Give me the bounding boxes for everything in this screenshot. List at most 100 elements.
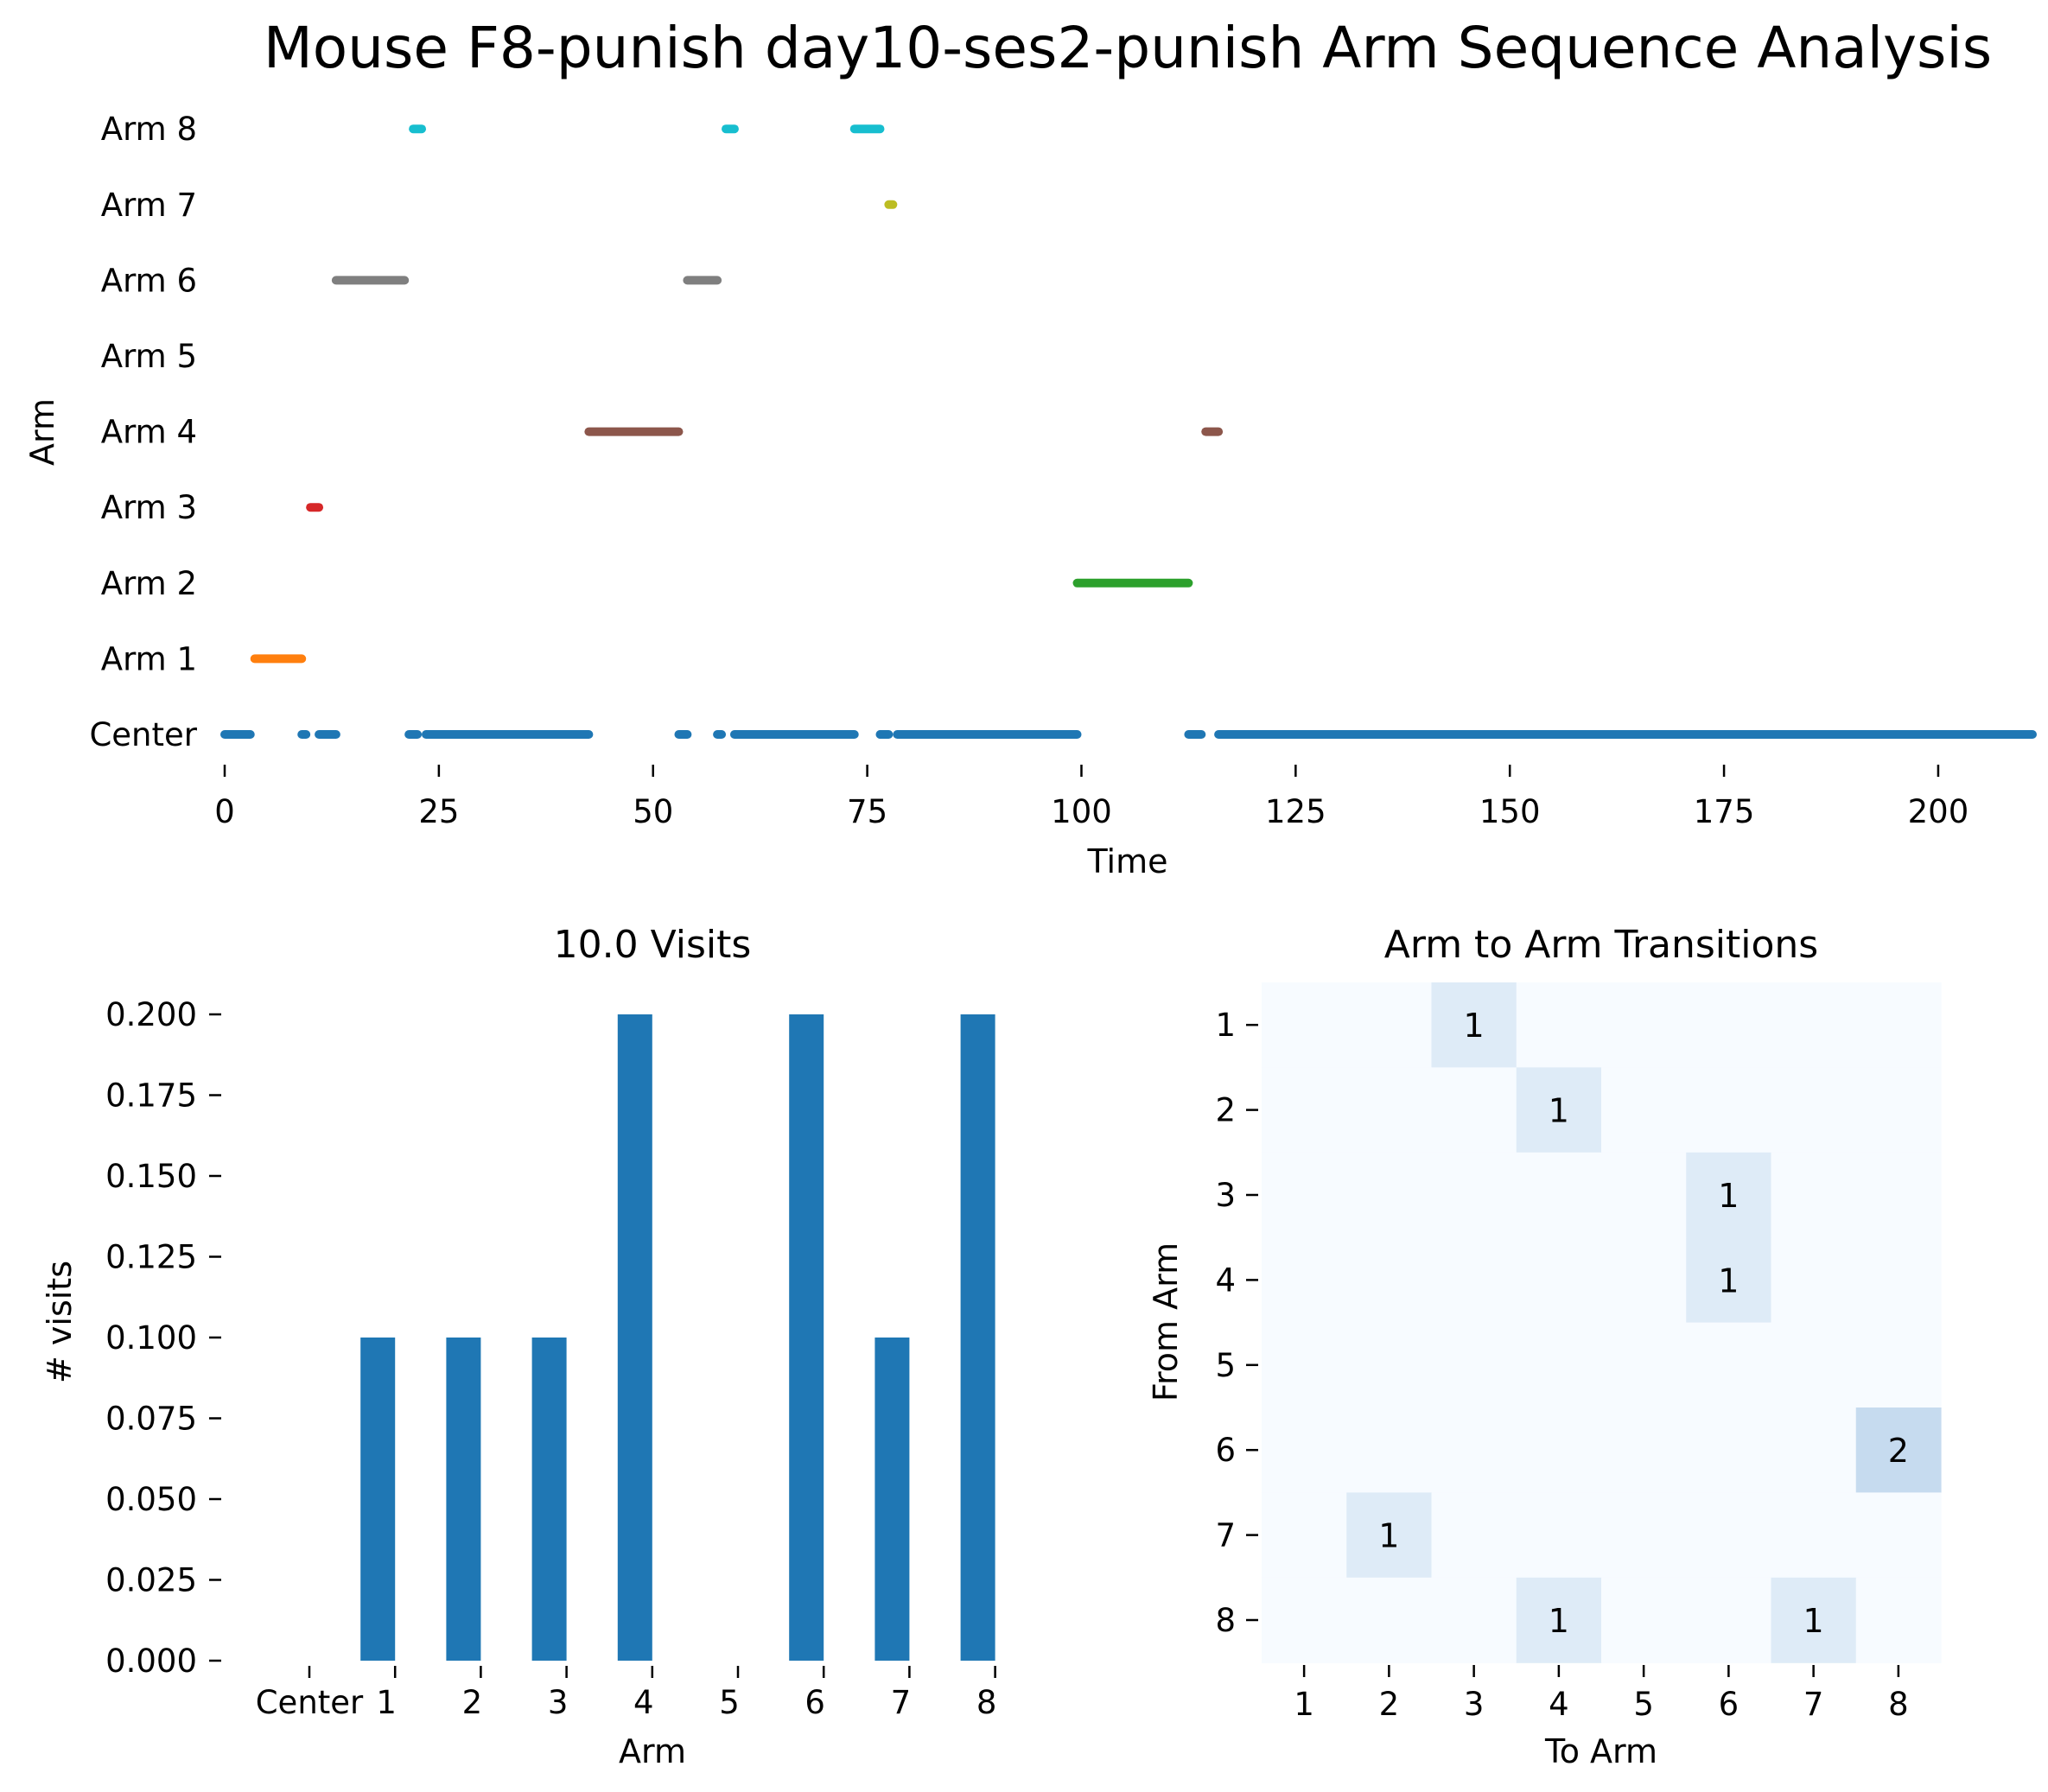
heatmap-cell xyxy=(1601,1067,1687,1153)
bar xyxy=(789,1014,824,1661)
bar-xtick-label: Center xyxy=(256,1684,364,1721)
bar xyxy=(960,1014,995,1661)
heatmap-cell xyxy=(1346,1237,1433,1324)
heatmap-ytick-label: 8 xyxy=(1215,1602,1236,1639)
heatmap-cell xyxy=(1686,1152,1772,1238)
bar xyxy=(875,1338,910,1661)
heatmap-cell xyxy=(1346,1152,1433,1238)
heatmap-cell xyxy=(1262,1237,1347,1324)
timeline-ytick-label: Arm 3 xyxy=(101,489,197,526)
heatmap-xtick-label: 3 xyxy=(1464,1686,1485,1723)
heatmap-xtick-label: 2 xyxy=(1379,1686,1400,1723)
heatmap-xtick-label: 5 xyxy=(1633,1686,1654,1723)
heatmap-cell xyxy=(1516,1237,1602,1324)
heatmap-ytick-label: 5 xyxy=(1215,1347,1236,1384)
bar-chart: 10.0 Visits 0.000 0.025 0.050 0.075 0.100 0.1… xyxy=(41,923,996,1770)
heatmap-cell xyxy=(1855,1492,1942,1579)
timeline-xtick-label: 50 xyxy=(633,793,673,830)
heatmap-cell-value: 1 xyxy=(1378,1517,1399,1555)
figure-title: Mouse F8-punish day10-ses2-punish Arm Se… xyxy=(264,15,1992,81)
heatmap-cell xyxy=(1686,982,1772,1068)
heatmap-cell xyxy=(1771,1408,1857,1493)
timeline-ytick-label: Arm 7 xyxy=(101,187,197,224)
bar xyxy=(360,1338,396,1661)
heatmap-cell xyxy=(1431,1237,1517,1324)
heatmap-cell xyxy=(1855,1577,1942,1663)
timeline-xtick-label: 175 xyxy=(1694,793,1755,830)
heatmap-cell xyxy=(1686,1322,1772,1408)
heatmap-cell xyxy=(1431,1152,1517,1238)
bar-xtick-label: 5 xyxy=(719,1684,740,1721)
heatmap-cell xyxy=(1686,1237,1772,1324)
heatmap-cell xyxy=(1516,982,1602,1068)
heatmap-cell xyxy=(1601,1408,1687,1493)
heatmap-cell xyxy=(1771,1492,1857,1579)
bar-ytick-label: 0.075 xyxy=(105,1401,197,1438)
heatmap-cell xyxy=(1855,982,1942,1068)
heatmap-xtick-label: 1 xyxy=(1294,1686,1314,1723)
heatmap-cell xyxy=(1855,1152,1942,1238)
bar-ytick-label: 0.125 xyxy=(105,1239,197,1276)
heatmap-ytick-label: 6 xyxy=(1215,1432,1236,1469)
heatmap-cell xyxy=(1771,1067,1857,1153)
heatmap-cell xyxy=(1771,1237,1857,1324)
heatmap-cell xyxy=(1601,1152,1687,1238)
heatmap-cell xyxy=(1771,1577,1857,1663)
heatmap-cell xyxy=(1855,1322,1942,1408)
heatmap-ytick-label: 3 xyxy=(1215,1177,1236,1214)
heatmap-cell xyxy=(1262,1067,1347,1153)
heatmap-cell xyxy=(1431,1577,1517,1663)
heatmap-xtick-label: 8 xyxy=(1888,1686,1909,1723)
bar-ytick-label: 0.200 xyxy=(105,996,197,1033)
heatmap-cell xyxy=(1516,1408,1602,1493)
heatmap-ytick-label: 4 xyxy=(1215,1261,1236,1299)
timeline-ytick-label: Center xyxy=(89,716,197,753)
heatmap-ytick-label: 7 xyxy=(1215,1517,1236,1554)
heatmap-ytick-label: 1 xyxy=(1215,1007,1236,1044)
heatmap-ylabel: From Arm xyxy=(1147,1242,1185,1401)
bar xyxy=(617,1014,652,1661)
heatmap-cell xyxy=(1346,1408,1433,1493)
heatmap-cell-value: 2 xyxy=(1888,1432,1909,1470)
bar-ylabel: # visits xyxy=(41,1261,79,1383)
timeline-xtick-label: 150 xyxy=(1479,793,1541,830)
timeline-ytick-label: Arm 6 xyxy=(101,262,197,299)
bar-xtick-label: 8 xyxy=(976,1684,997,1721)
bar-title: 10.0 Visits xyxy=(554,923,752,967)
bar-xtick-label: 2 xyxy=(462,1684,483,1721)
heatmap-cell xyxy=(1855,1067,1942,1153)
heatmap-cell xyxy=(1431,1322,1517,1408)
bar-ytick-label: 0.150 xyxy=(105,1158,197,1195)
heatmap-cell xyxy=(1601,1492,1687,1579)
heatmap-cell xyxy=(1431,1408,1517,1493)
heatmap-cell xyxy=(1431,982,1517,1068)
heatmap-cell-value: 1 xyxy=(1549,1092,1569,1130)
heatmap-cell xyxy=(1516,1492,1602,1579)
heatmap-cell-value: 1 xyxy=(1718,1261,1739,1300)
heatmap-cell xyxy=(1262,1408,1347,1493)
bar xyxy=(531,1338,567,1661)
heatmap-cell-value: 1 xyxy=(1718,1177,1739,1215)
timeline-ytick-label: Arm 8 xyxy=(101,111,197,148)
heatmap-cell xyxy=(1686,1492,1772,1579)
heatmap-cell xyxy=(1262,1492,1347,1579)
timeline-xtick-label: 25 xyxy=(418,793,459,830)
timeline-xtick-label: 125 xyxy=(1265,793,1326,830)
heatmap-cell xyxy=(1516,1152,1602,1238)
bar-ytick-label: 0.100 xyxy=(105,1319,197,1357)
heatmap-cell xyxy=(1855,1237,1942,1324)
heatmap-cell xyxy=(1601,1577,1687,1663)
heatmap-cell xyxy=(1601,1237,1687,1324)
timeline-ytick-label: Arm 1 xyxy=(101,640,197,677)
heatmap-cell xyxy=(1431,1492,1517,1579)
heatmap-cell xyxy=(1346,1322,1433,1408)
heatmap-xtick-label: 4 xyxy=(1549,1686,1569,1723)
heatmap-cell-value: 1 xyxy=(1549,1602,1569,1640)
timeline-xtick-label: 100 xyxy=(1051,793,1112,830)
heatmap-cell xyxy=(1346,1067,1433,1153)
bar xyxy=(446,1338,481,1661)
heatmap-cell xyxy=(1346,1577,1433,1663)
heatmap-cell xyxy=(1346,1492,1433,1579)
heatmap-cell-value: 1 xyxy=(1803,1602,1824,1640)
